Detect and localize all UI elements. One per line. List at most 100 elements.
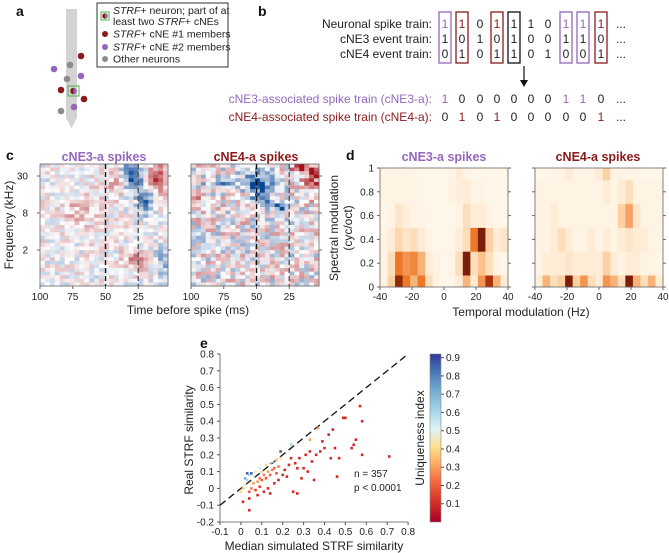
heatmap-cell (79, 164, 85, 168)
heatmap-cell (304, 228, 310, 233)
heatmap-cell (148, 189, 154, 194)
heatmap-cell (99, 207, 105, 212)
heatmap-cell (492, 251, 501, 276)
heatmap-cell (104, 253, 110, 258)
heatmap-cell (309, 225, 315, 229)
heatmap-cell (230, 250, 236, 255)
heatmap-cell (59, 178, 66, 183)
scatter-point (260, 478, 264, 482)
spike-bit: 1 (442, 32, 449, 46)
heatmap-cell (259, 207, 266, 212)
heatmap-cell (230, 178, 236, 183)
y-tick-label: -0.2 (197, 518, 215, 529)
heatmap-cell (153, 275, 159, 280)
heatmap-cell (191, 203, 197, 208)
heatmap-cell (225, 199, 231, 204)
heatmap-cell (240, 192, 246, 197)
heatmap-cell (455, 203, 464, 228)
heatmap-cell (128, 167, 134, 172)
heatmap-cell (304, 250, 310, 255)
heatmap-cell (250, 207, 256, 212)
heatmap-cell (269, 210, 276, 215)
heatmap-cell (54, 203, 61, 208)
scatter-point (243, 477, 247, 480)
heatmap-cell (54, 246, 61, 251)
heatmap-cell (255, 217, 261, 222)
heatmap-cell (274, 225, 281, 229)
heatmap-cell (477, 227, 486, 252)
heatmap-cell (128, 225, 134, 229)
heatmap-cell (289, 257, 295, 262)
heatmap-cell (54, 250, 61, 255)
heatmap-cell (220, 239, 226, 244)
heatmap-cell (255, 167, 261, 172)
heatmap-cell (163, 250, 169, 255)
heatmap-cell (304, 239, 310, 244)
heatmap-cell (153, 217, 159, 222)
heatmap-cell (64, 257, 70, 262)
heatmap-cell (143, 239, 149, 244)
heatmap-cell (123, 181, 130, 186)
heatmap-cell (210, 164, 217, 168)
heatmap-cell (215, 210, 221, 215)
heatmap-cell (299, 235, 305, 240)
heatmap-cell (647, 275, 656, 288)
heatmap-cell (99, 171, 105, 176)
heatmap-cell (128, 275, 134, 280)
scatter-point (260, 470, 264, 473)
heatmap-cell (294, 264, 300, 269)
panel-b: Neuronal spike train: cNE3 event train: … (229, 11, 626, 124)
heatmap-cell (485, 227, 494, 252)
heatmap-cell (245, 210, 251, 215)
heatmap-cell (163, 192, 169, 197)
heatmap-cell (455, 227, 464, 252)
heatmap-cell (123, 214, 130, 219)
heatmap-cell (289, 214, 295, 219)
heatmap-cell (54, 207, 61, 212)
heatmap-cell (89, 214, 95, 219)
heatmap-cell (264, 232, 271, 237)
heatmap-cell (220, 264, 226, 269)
heatmap-cell (200, 235, 207, 240)
heatmap-cell (104, 164, 110, 168)
scatter-point (252, 475, 255, 478)
heatmap-cell (54, 278, 61, 283)
heatmap-cell (410, 251, 419, 276)
heatmap-cell (54, 257, 61, 262)
heatmap-cell (230, 192, 236, 197)
heatmap-cell (279, 217, 285, 222)
heatmap-cell (640, 227, 649, 252)
heatmap-cell (240, 282, 246, 287)
heatmap-cell (200, 250, 207, 255)
heatmap-cell (572, 251, 581, 276)
x-tick-label: 100 (32, 292, 49, 303)
heatmap-cell (153, 253, 159, 258)
heatmap-cell (74, 221, 80, 226)
heatmap-cell (59, 207, 66, 212)
heatmap-cell (89, 257, 95, 262)
heatmap-cell (108, 235, 115, 240)
heatmap-cell (123, 232, 130, 237)
heatmap-cell (314, 174, 320, 179)
heatmap-cell (245, 189, 251, 194)
heatmap-cell (99, 217, 105, 222)
heatmap-cell (655, 179, 664, 205)
heatmap-cell (40, 242, 46, 247)
heatmap-cell (220, 232, 226, 237)
heatmap-cell (235, 185, 241, 190)
heatmap-cell (195, 214, 202, 219)
heatmap-cell (220, 268, 226, 273)
heatmap-cell (118, 239, 125, 244)
heatmap-cell (158, 235, 164, 240)
heatmap-cell (138, 260, 144, 265)
heatmap-cell (158, 210, 164, 215)
heatmap-cell (432, 227, 441, 252)
heatmap-cell (314, 257, 320, 262)
heatmap-cell (49, 199, 56, 204)
heatmap-cell (215, 264, 221, 269)
heatmap-cell (215, 167, 221, 172)
y-tick-label: 0.4 (200, 417, 214, 428)
heatmap-cell (64, 239, 70, 244)
heatmap-cell (274, 264, 281, 269)
heatmap-cell (64, 246, 70, 251)
